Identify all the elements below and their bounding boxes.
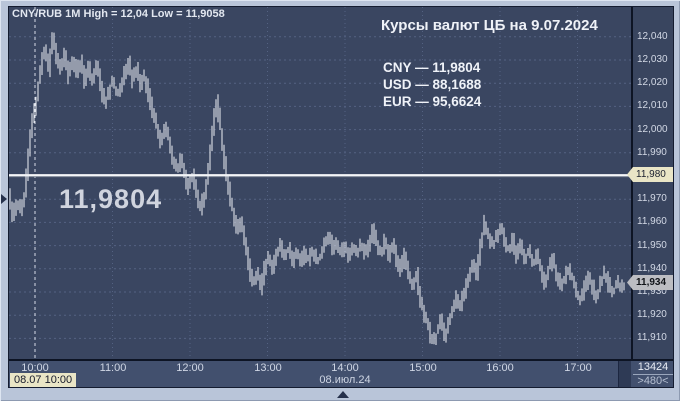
axis-divider-horizontal	[9, 359, 673, 361]
cb-rates-block: CNY — 11,9804 USD — 88,1688 EUR — 95,662…	[383, 59, 481, 110]
bar-count-value: 13424	[633, 361, 673, 375]
price-axis-label: 11,920	[637, 309, 667, 320]
price-axis-label: 11,970	[637, 193, 667, 204]
price-axis-label: 11,990	[637, 147, 667, 158]
time-axis-label: 12:00	[176, 362, 204, 374]
rate-cny: CNY — 11,9804	[383, 60, 481, 75]
price-chart-canvas[interactable]	[9, 7, 631, 359]
price-axis[interactable]: 11,980 11,934 12,040 12,030 12,020 12,010 12…	[627, 7, 673, 359]
price-axis-label: 11,950	[637, 240, 667, 251]
chart-window: CNY/RUB 1M High = 12,04 Low = 11,9058 Ку…	[8, 6, 674, 388]
price-axis-label: 12,020	[637, 77, 668, 88]
bar-spacing-value: >480<	[637, 375, 669, 387]
last-price-tag: 11,934	[627, 275, 673, 290]
price-axis-label: 12,000	[637, 124, 668, 135]
left-scroll-marker-icon[interactable]	[1, 194, 7, 204]
price-axis-label: 11,940	[637, 263, 667, 274]
price-axis-label: 11,930	[637, 286, 667, 297]
price-axis-label: 12,040	[637, 31, 668, 42]
bar-count-control[interactable]: 13424 >480<	[633, 361, 673, 387]
rate-eur: EUR — 95,6624	[383, 94, 482, 109]
time-axis[interactable]: 08.июл.24 08.07 10:00 13424 >480< 10:00 1…	[9, 361, 673, 387]
time-axis-label: 14:00	[331, 362, 359, 374]
cb-rate-watermark: 11,9804	[59, 184, 163, 214]
cb-rates-heading: Курсы валют ЦБ на 9.07.2024	[381, 17, 598, 34]
time-axis-label: 11:00	[99, 362, 127, 374]
price-axis-label: 11,910	[637, 332, 667, 343]
date-label: 08.июл.24	[319, 374, 371, 386]
axis-divider-vertical	[631, 7, 633, 387]
axis-blank-button[interactable]	[618, 361, 631, 387]
chart-title: CNY/RUB 1M High = 12,04 Low = 11,9058	[12, 8, 225, 20]
time-axis-label: 15:00	[409, 362, 437, 374]
rate-usd: USD — 88,1688	[383, 77, 482, 92]
price-axis-label: 12,010	[637, 100, 668, 111]
time-axis-label: 16:00	[486, 362, 514, 374]
time-axis-label: 13:00	[254, 362, 282, 374]
cb-rate-price-tag: 11,980	[627, 167, 673, 182]
date-position-marker-icon[interactable]	[337, 391, 349, 398]
time-axis-label: 17:00	[564, 362, 592, 374]
time-axis-label: 10:00	[21, 362, 49, 374]
price-axis-label: 11,960	[637, 216, 667, 227]
session-start-label: 08.07 10:00	[10, 373, 77, 387]
chart-plot-area[interactable]: CNY/RUB 1M High = 12,04 Low = 11,9058 Ку…	[9, 7, 631, 359]
price-axis-label: 12,030	[637, 54, 668, 65]
